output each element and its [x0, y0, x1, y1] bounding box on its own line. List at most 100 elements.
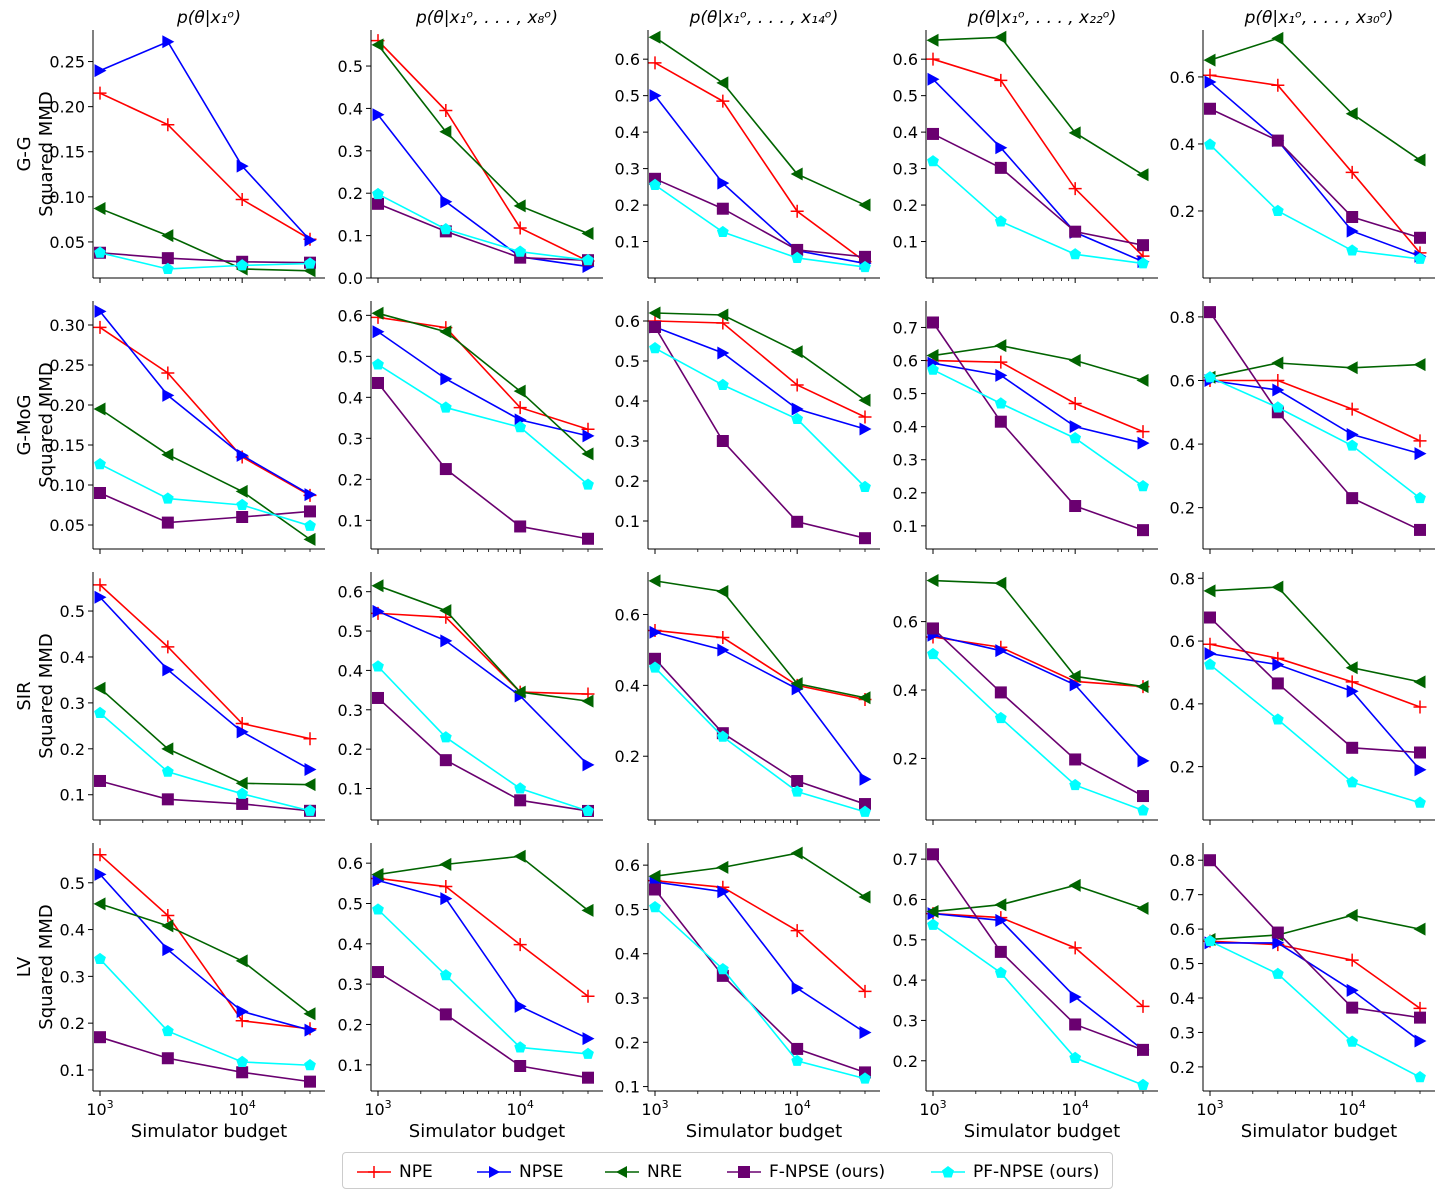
y-tick-label: 0.4 [338, 935, 363, 954]
point-npe [235, 193, 249, 207]
legend-item-fnpse: F-NPSE (ours) [727, 1153, 885, 1190]
y-tick-label: 0.1 [338, 780, 363, 799]
point-pf-npse-ours [1346, 244, 1359, 256]
point-pf-npse-ours [304, 519, 316, 531]
point-pf-npse-ours [859, 260, 871, 273]
point-npse [859, 772, 872, 786]
series-line-pf-npse-ours [932, 160, 1144, 265]
point-npse [1414, 447, 1427, 461]
point-nre [994, 898, 1007, 912]
point-f-npse-ours [94, 487, 106, 499]
point-npe [858, 410, 872, 424]
point-pf-npse-ours [161, 765, 174, 777]
x-tick-label: 103 [86, 1098, 113, 1119]
point-pf-npse-ours [1271, 401, 1284, 413]
point-npe [93, 86, 107, 100]
series-line-npse [654, 326, 866, 430]
point-f-npse-ours [1204, 306, 1216, 319]
point-npe [1345, 165, 1359, 179]
point-pf-npse-ours [791, 1054, 804, 1066]
series-line-pf-npse-ours [377, 363, 589, 486]
point-f-npse-ours [994, 415, 1007, 428]
point-pf-npse-ours [1137, 257, 1149, 269]
point-f-npse-ours [161, 516, 174, 529]
y-tick-label: 0.1 [338, 511, 363, 530]
point-f-npse-ours [1204, 102, 1216, 115]
point-nre [235, 776, 248, 790]
point-npse [440, 195, 453, 209]
series-line-npe [932, 359, 1144, 433]
point-npe [1068, 182, 1082, 196]
series-line-npse [99, 40, 311, 241]
series-line-nre [377, 855, 589, 911]
point-pf-npse-ours [1069, 248, 1082, 260]
y-tick-label: 0.6 [615, 856, 640, 875]
point-pf-npse-ours [94, 458, 106, 470]
point-pf-npse-ours [994, 215, 1007, 227]
series-line-npse [654, 631, 866, 780]
y-tick-label: 0.2 [615, 747, 640, 766]
series-line-f-npse-ours [654, 889, 866, 1074]
panel-r3-c2: 0.1 0.2 0.3 0.4 0.5 0.6 [338, 572, 603, 825]
point-npse [1272, 936, 1285, 950]
y-tick-label: 0.25 [49, 53, 85, 72]
point-npse [1137, 754, 1150, 768]
x-tick-label: 104 [1061, 1098, 1088, 1119]
panel-r2-c1: 0.05 0.10 0.15 0.20 0.25 0.30 [49, 301, 325, 554]
point-nre [439, 857, 452, 871]
point-f-npse-ours [994, 945, 1007, 958]
x-tick-label: 104 [228, 1098, 255, 1119]
point-npse [859, 1026, 872, 1040]
panel-r1-c3: 0.1 0.2 0.3 0.4 0.5 0.6 [615, 30, 880, 283]
point-nre [439, 325, 452, 339]
point-pf-npse-ours [1069, 432, 1082, 444]
point-npse [582, 429, 595, 443]
series-line-npe [99, 326, 311, 497]
series-line-pf-npse-ours [99, 251, 311, 270]
row-label-sir: SIRSquared MMD [14, 633, 57, 758]
point-npe [716, 631, 730, 645]
y-tick-label: 0.6 [893, 890, 918, 909]
y-tick-label: 0.1 [893, 233, 918, 252]
series-line-pf-npse-ours [1209, 940, 1421, 1078]
point-f-npse-ours [1346, 211, 1359, 224]
point-nre [1068, 354, 1081, 368]
series-line-f-npse-ours [932, 322, 1144, 531]
legend-marker-nre [605, 1165, 639, 1178]
point-f-npse-ours [649, 883, 661, 896]
y-tick-label: 0.3 [338, 975, 363, 994]
point-nre [858, 198, 871, 212]
point-f-npse-ours [1414, 1011, 1426, 1024]
series-line-npe [377, 612, 589, 695]
point-f-npse-ours [514, 520, 527, 533]
point-npse [717, 346, 730, 360]
series-line-npe [99, 584, 311, 740]
point-nre [581, 226, 594, 240]
x-tick-label: 103 [641, 1098, 668, 1119]
point-pf-npse-ours [1137, 1078, 1149, 1090]
point-pf-npse-ours [514, 245, 527, 257]
point-nre [1271, 580, 1284, 594]
y-tick-label: 0.3 [893, 451, 918, 470]
legend-marker-fnpse [727, 1165, 761, 1178]
series-line-pf-npse-ours [99, 463, 311, 527]
y-tick-label: 0.4 [1170, 135, 1195, 154]
point-nre [303, 778, 316, 792]
point-pf-npse-ours [1414, 491, 1426, 504]
series-line-npse [1209, 81, 1421, 257]
point-npse [791, 981, 804, 995]
point-npse [162, 388, 175, 402]
series-line-pf-npse-ours [1209, 663, 1421, 804]
point-nre [1203, 53, 1216, 67]
point-npse [859, 422, 872, 436]
point-nre [93, 897, 106, 911]
point-f-npse-ours [791, 1042, 804, 1055]
point-pf-npse-ours [716, 378, 729, 391]
point-npe [926, 52, 940, 66]
point-nre [513, 199, 526, 213]
y-tick-label: 0.4 [60, 921, 85, 940]
point-nre [1413, 153, 1426, 167]
point-nre [926, 905, 939, 919]
series-line-npse [1209, 379, 1421, 455]
panel-r2-c2: 0.1 0.2 0.3 0.4 0.5 0.6 [338, 301, 603, 554]
